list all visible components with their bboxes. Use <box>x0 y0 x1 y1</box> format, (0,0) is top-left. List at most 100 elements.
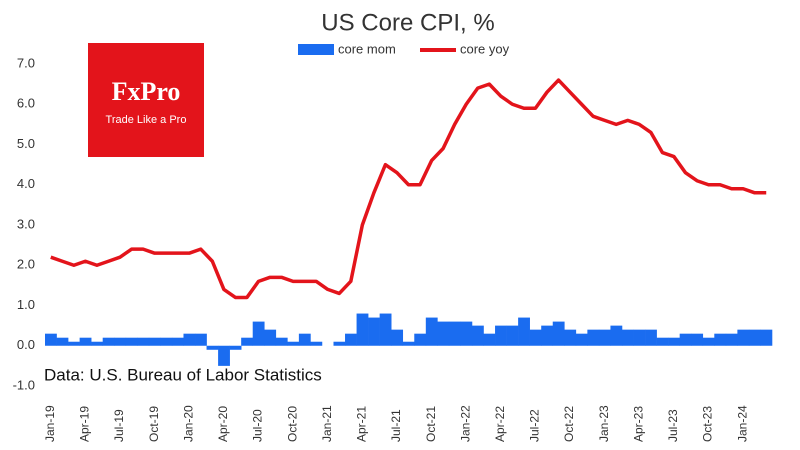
bar <box>425 317 438 346</box>
bar <box>402 341 415 346</box>
bar <box>748 329 761 346</box>
bar <box>737 329 750 346</box>
bar <box>102 337 115 346</box>
x-tick-label: Jul-22 <box>528 409 542 442</box>
bar <box>633 329 646 346</box>
bar <box>437 321 450 346</box>
bar <box>183 333 196 346</box>
bar <box>310 341 323 346</box>
bar <box>379 313 392 346</box>
x-tick-label: Jan-20 <box>181 405 195 442</box>
x-tick-label: Jan-21 <box>320 405 334 442</box>
source-note: Data: U.S. Bureau of Labor Statistics <box>44 365 322 384</box>
legend-swatch <box>298 44 334 55</box>
logo <box>88 43 204 157</box>
legend-label: core mom <box>338 41 396 56</box>
y-tick-label: 7.0 <box>17 55 35 70</box>
bar <box>79 337 92 346</box>
bar <box>679 333 692 346</box>
y-tick-label: -1.0 <box>13 377 35 392</box>
bar <box>368 317 380 346</box>
x-tick-label: Jul-19 <box>112 409 126 442</box>
bar <box>414 333 427 346</box>
bar <box>541 325 554 346</box>
bar <box>495 325 507 346</box>
bar <box>195 333 207 346</box>
bar <box>148 337 161 346</box>
bar <box>656 337 669 346</box>
x-tick-label: Jul-23 <box>666 409 680 442</box>
bar <box>725 333 738 346</box>
logo-name: FxPro <box>112 77 181 106</box>
bar <box>621 329 634 346</box>
x-tick-label: Oct-21 <box>424 406 438 442</box>
bar <box>506 325 519 346</box>
bar <box>45 333 57 346</box>
bar <box>471 325 484 346</box>
x-tick-label: Apr-22 <box>493 406 507 442</box>
bar <box>68 341 80 346</box>
x-tick-label: Oct-19 <box>147 406 161 442</box>
bar <box>460 321 473 346</box>
bar <box>668 337 680 346</box>
bar <box>229 345 242 350</box>
bar <box>691 333 704 346</box>
bar <box>702 337 715 346</box>
bar <box>575 333 588 346</box>
bar <box>252 321 265 346</box>
logo-tagline: Trade Like a Pro <box>106 114 187 126</box>
bar <box>645 329 657 346</box>
y-tick-label: 4.0 <box>17 176 35 191</box>
bar <box>160 337 173 346</box>
bar <box>448 321 461 346</box>
bar <box>356 313 369 346</box>
x-tick-label: Jul-20 <box>251 409 265 442</box>
bar <box>91 341 103 346</box>
bar <box>298 333 311 346</box>
x-tick-label: Jan-24 <box>735 405 749 442</box>
bar <box>218 345 230 366</box>
chart-title: US Core CPI, % <box>321 9 494 36</box>
bar <box>587 329 600 346</box>
bar <box>345 333 357 346</box>
y-tick-label: 2.0 <box>17 257 35 272</box>
bar <box>564 329 577 346</box>
x-tick-label: Jan-23 <box>597 405 611 442</box>
y-tick-label: 3.0 <box>17 216 35 231</box>
bar <box>391 329 404 346</box>
y-tick-label: 6.0 <box>17 96 35 111</box>
bar <box>137 337 150 346</box>
x-tick-label: Apr-21 <box>355 406 369 442</box>
x-tick-label: Jan-19 <box>43 405 57 442</box>
x-tick-label: Apr-20 <box>216 406 230 442</box>
y-tick-label: 1.0 <box>17 297 35 312</box>
bar <box>114 337 127 346</box>
legend-label: core yoy <box>460 41 510 56</box>
bar <box>483 333 496 346</box>
x-tick-label: Jul-21 <box>389 409 403 442</box>
bar <box>529 329 542 346</box>
x-tick-label: Apr-23 <box>631 406 645 442</box>
bar <box>333 341 346 346</box>
y-tick-label: 5.0 <box>17 136 35 151</box>
x-tick-label: Oct-23 <box>701 406 715 442</box>
line <box>50 78 767 300</box>
bar <box>206 345 219 350</box>
bar <box>714 333 727 346</box>
x-tick-label: Jan-22 <box>458 405 472 442</box>
bar <box>598 329 611 346</box>
x-tick-label: Oct-20 <box>285 406 299 442</box>
bar <box>760 329 773 346</box>
x-tick-label: Oct-22 <box>562 406 576 442</box>
bar <box>125 337 138 346</box>
y-tick-label: 0.0 <box>17 337 35 352</box>
bar <box>518 317 530 346</box>
bar <box>56 337 69 346</box>
bar <box>552 321 565 346</box>
x-tick-label: Apr-19 <box>78 406 92 442</box>
bar <box>241 337 254 346</box>
bar <box>610 325 623 346</box>
bar <box>171 337 184 346</box>
bar <box>264 329 277 346</box>
